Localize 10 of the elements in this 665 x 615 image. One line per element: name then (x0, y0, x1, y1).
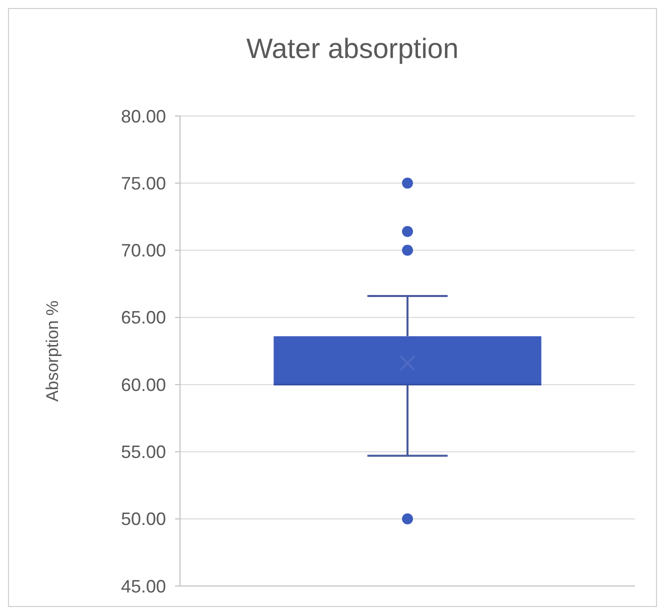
y-axis-title: Absorption % (43, 300, 62, 402)
chart-title: Water absorption (246, 33, 459, 64)
y-tick-label: 65.00 (120, 308, 166, 328)
y-tick-label: 60.00 (120, 374, 166, 395)
y-tick-label: 45.00 (120, 576, 166, 596)
y-tick-label: 75.00 (120, 173, 166, 194)
y-tick-label: 55.00 (120, 442, 166, 462)
y-tick-label: 50.00 (120, 509, 166, 530)
y-tick-label: 70.00 (120, 240, 166, 261)
y-tick-label: 80.00 (120, 106, 166, 126)
